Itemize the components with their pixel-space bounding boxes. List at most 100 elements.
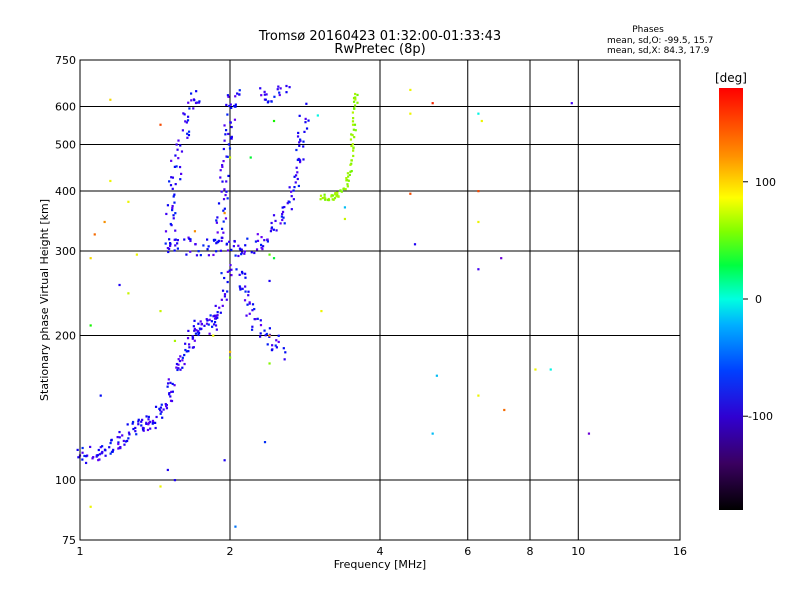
scatter-point — [343, 217, 347, 221]
o-trace-point — [181, 129, 184, 132]
o-trace-point — [111, 450, 114, 453]
o-trace-point — [285, 91, 288, 94]
o-trace-point — [180, 150, 184, 153]
o-trace-point — [276, 88, 279, 91]
grid-lines — [80, 60, 680, 540]
o-trace-point — [191, 335, 194, 338]
scatter-point — [159, 123, 162, 126]
o-trace-point — [177, 363, 180, 366]
o-trace-point — [83, 454, 86, 458]
o-trace-point — [239, 286, 242, 289]
o-trace-point — [270, 226, 274, 229]
x-trace-point — [347, 179, 350, 182]
scatter-point — [223, 459, 226, 462]
o-trace-point — [161, 416, 164, 419]
o-trace-point — [296, 135, 300, 138]
o-trace-point — [175, 165, 178, 168]
o-trace-point — [170, 176, 173, 179]
x-trace-point — [346, 172, 349, 175]
x-trace-point — [353, 107, 356, 110]
o-trace-point — [216, 231, 219, 234]
o-trace-point — [232, 245, 235, 248]
o-trace-point — [101, 450, 104, 454]
y-tick-label: 200 — [55, 330, 76, 343]
o-trace-point — [221, 180, 224, 183]
o-trace-point — [184, 342, 187, 345]
o-trace-point — [187, 236, 190, 239]
o-trace-point — [226, 94, 230, 97]
o-trace-point — [116, 435, 119, 439]
o-trace-point — [266, 238, 269, 241]
o-trace-point — [131, 420, 135, 424]
o-trace-point — [168, 238, 171, 241]
o-trace-point — [219, 249, 223, 252]
o-trace-point — [302, 140, 305, 143]
x-trace-point — [351, 123, 355, 126]
o-trace-point — [290, 208, 293, 211]
o-trace-point — [298, 144, 301, 147]
o-trace-point — [171, 390, 174, 393]
o-trace-point — [259, 319, 262, 322]
o-trace-point — [117, 441, 120, 444]
x-trace-point — [349, 163, 352, 166]
o-trace-point — [304, 121, 307, 124]
o-trace-point — [176, 239, 179, 242]
o-trace-point — [121, 434, 124, 437]
o-trace-point — [299, 138, 302, 141]
o-trace-point — [256, 239, 260, 242]
o-trace-point — [293, 185, 296, 189]
o-trace-point — [126, 423, 129, 426]
o-trace-point — [197, 330, 200, 333]
o-trace-point — [305, 127, 309, 130]
x-tick-label: 6 — [464, 545, 471, 558]
o-trace-point — [281, 206, 284, 209]
o-trace-point — [176, 242, 179, 245]
o-trace-point — [174, 183, 177, 186]
x-trace-point — [331, 194, 335, 197]
o-trace-point — [215, 328, 218, 331]
o-trace-point — [194, 332, 198, 335]
o-trace-point — [96, 454, 99, 457]
x-trace-point — [352, 128, 355, 131]
o-trace-point — [164, 230, 168, 233]
scatter-point — [89, 324, 92, 327]
o-trace-point — [175, 362, 179, 366]
x-trace-point — [346, 183, 349, 186]
o-trace-point — [290, 190, 293, 193]
o-trace-point — [215, 250, 218, 253]
y-tick-label: 75 — [62, 534, 76, 547]
o-trace-point — [302, 145, 305, 148]
o-trace-point — [222, 231, 225, 234]
o-trace-point — [189, 92, 193, 95]
o-trace-point — [174, 229, 177, 232]
phase-stats-x: mean, sd,X: 84.3, 17.9 — [607, 46, 710, 56]
o-trace-point — [254, 240, 258, 243]
o-trace-point — [141, 418, 144, 421]
o-trace-point — [226, 249, 230, 252]
o-trace-point — [260, 236, 263, 239]
scatter-point — [166, 468, 169, 472]
data-points — [76, 84, 591, 528]
o-trace-point — [149, 427, 152, 430]
scatter-point — [413, 243, 417, 246]
x-trace-point — [348, 173, 351, 177]
o-trace-point — [189, 238, 192, 241]
x-trace-point — [351, 143, 354, 146]
o-trace-point — [174, 154, 177, 157]
o-trace-point — [247, 294, 250, 297]
o-trace-point — [238, 285, 241, 288]
scatter-point — [272, 119, 276, 123]
o-trace-point — [173, 193, 176, 196]
x-trace-point — [326, 198, 329, 202]
o-trace-point — [220, 236, 223, 239]
o-trace-point — [179, 178, 182, 181]
o-trace-point — [84, 461, 88, 465]
o-trace-point — [171, 208, 174, 212]
o-trace-point — [269, 230, 273, 233]
o-trace-point — [297, 131, 300, 135]
o-trace-point — [194, 243, 197, 246]
scatter-point — [570, 102, 573, 105]
scatter-point — [109, 98, 112, 101]
o-trace-point — [217, 202, 221, 205]
